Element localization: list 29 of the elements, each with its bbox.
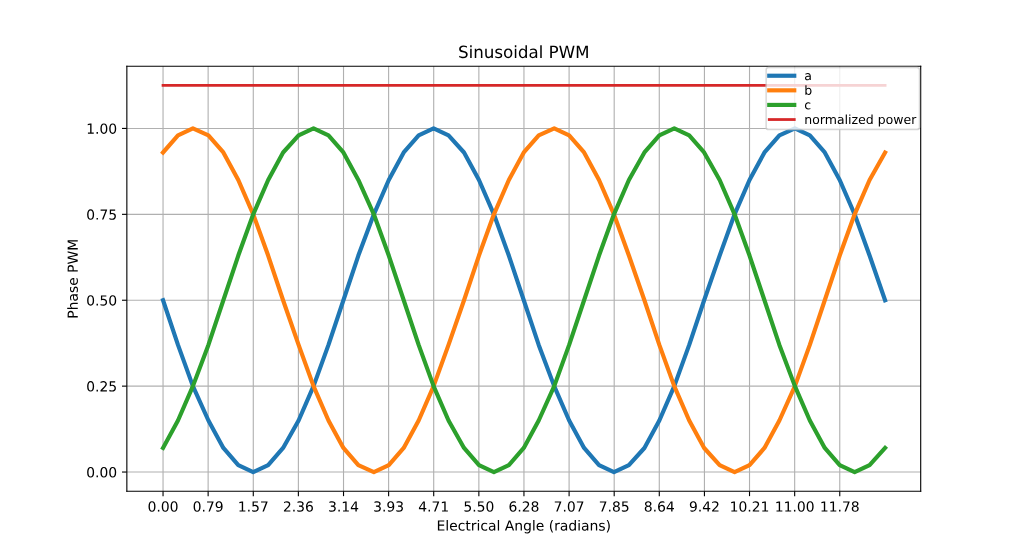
x-tick-label: 8.64: [644, 501, 674, 512]
chart-title: Sinusoidal PWM: [459, 45, 588, 59]
y-tick-label: 0.50: [87, 295, 117, 306]
x-tick-label: 4.71: [418, 501, 448, 512]
x-tick-label: 1.57: [239, 501, 268, 512]
x-tick-label: 7.85: [599, 501, 629, 512]
y-tick-label: 0.00: [87, 467, 117, 478]
x-axis-title: Electrical Angle (radians): [437, 520, 610, 534]
x-tick-label: 5.50: [464, 501, 494, 512]
x-tick-label: 7.07: [554, 501, 584, 512]
legend-label: c: [804, 102, 811, 110]
y-tick-label: 0.25: [87, 381, 116, 392]
x-tick-label: 2.36: [283, 501, 313, 512]
legend-label: normalized power: [805, 114, 917, 127]
x-tick-label: 10.21: [731, 501, 769, 512]
x-tick-label: 11.78: [821, 501, 859, 512]
x-tick-label: 0.00: [148, 501, 178, 512]
y-tick-label: 0.75: [87, 209, 116, 220]
x-tick-label: 3.93: [374, 501, 403, 512]
x-tick-label: 11.00: [776, 501, 814, 512]
x-tick-label: 9.42: [689, 501, 719, 512]
x-tick-label: 3.14: [329, 501, 359, 512]
x-tick-label: 0.79: [193, 501, 223, 512]
line-series: [160, 126, 888, 475]
y-tick-label: 1.00: [87, 123, 117, 134]
y-axis-title: Phase PWM: [67, 240, 78, 318]
legend-label: a: [805, 73, 811, 81]
x-tick-label: 6.28: [509, 501, 539, 512]
legend-label: b: [805, 85, 812, 95]
